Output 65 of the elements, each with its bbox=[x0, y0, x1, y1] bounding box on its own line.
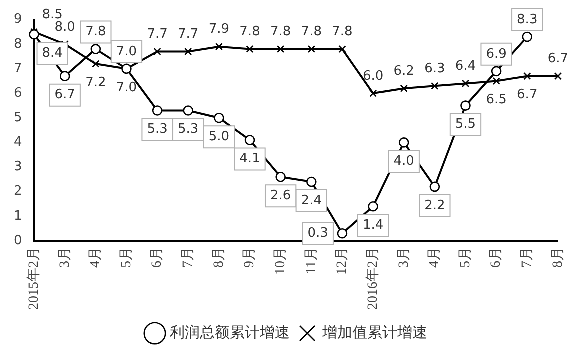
data-label: 8.3 bbox=[517, 12, 538, 28]
x-tick-label: 7月 bbox=[520, 247, 536, 268]
data-label: 6.3 bbox=[424, 62, 446, 77]
data-label: 5.3 bbox=[147, 122, 168, 138]
x-tick-label: 2016年2月 bbox=[364, 247, 381, 310]
x-tick-label: 3月 bbox=[396, 247, 412, 268]
data-label: 7.8 bbox=[240, 24, 260, 40]
x-tick-label: 7月 bbox=[181, 247, 196, 268]
x-tick-label: 8月 bbox=[550, 247, 566, 268]
x-tick-label: 6月 bbox=[150, 247, 166, 268]
data-label: 5.5 bbox=[455, 117, 476, 132]
x-tick-label: 8月 bbox=[212, 247, 227, 268]
x-tick-label: 5月 bbox=[119, 247, 134, 268]
data-label: 6.5 bbox=[486, 92, 507, 108]
data-label: 5.3 bbox=[178, 122, 199, 138]
y-tick-label: 2 bbox=[14, 184, 22, 200]
data-label: 7.8 bbox=[332, 24, 353, 40]
data-label: 6.4 bbox=[455, 59, 476, 74]
data-label: 2.4 bbox=[301, 193, 322, 208]
data-label: 7.8 bbox=[86, 24, 106, 40]
data-label: 7.8 bbox=[301, 24, 322, 40]
data-label: 8.5 bbox=[42, 7, 63, 22]
data-label: 1.4 bbox=[362, 218, 384, 233]
data-label: 6.7 bbox=[54, 88, 76, 103]
legend-label: 利润总额累计增速 bbox=[170, 324, 290, 342]
x-tick-label: 4月 bbox=[88, 247, 104, 268]
data-label: 4.0 bbox=[394, 154, 414, 170]
data-label: 4.1 bbox=[240, 152, 260, 167]
data-label: 2.6 bbox=[270, 188, 292, 204]
y-tick-label: 8 bbox=[14, 36, 22, 52]
y-tick-label: 6 bbox=[14, 86, 22, 101]
data-label: 6.0 bbox=[362, 68, 384, 84]
y-tick-label: 0 bbox=[14, 233, 22, 248]
data-label: 8.0 bbox=[54, 20, 76, 35]
data-label: 8.4 bbox=[42, 46, 63, 61]
data-label: 7.2 bbox=[86, 75, 106, 90]
y-tick-label: 3 bbox=[14, 160, 22, 175]
data-label: 6.2 bbox=[394, 64, 414, 79]
data-label: 0.3 bbox=[308, 226, 328, 241]
y-tick-label: 9 bbox=[14, 12, 22, 28]
data-label: 6.7 bbox=[517, 88, 538, 103]
data-label: 2.2 bbox=[424, 198, 446, 214]
data-label: 7.9 bbox=[208, 22, 230, 38]
x-tick-label: 4月 bbox=[428, 247, 443, 268]
y-tick-label: 1 bbox=[14, 208, 22, 224]
x-tick-label: 11月 bbox=[304, 247, 320, 274]
x-tick-label: 5月 bbox=[458, 247, 474, 268]
x-tick-label: 12月 bbox=[335, 247, 350, 275]
legend-label: 增加值累计增速 bbox=[322, 324, 428, 342]
y-tick-label: 5 bbox=[14, 110, 22, 126]
data-label: 5.0 bbox=[208, 129, 230, 144]
x-tick-label: 6月 bbox=[489, 247, 504, 268]
x-tick-label: 10月 bbox=[274, 247, 288, 275]
data-label: 6.9 bbox=[486, 46, 507, 62]
data-label: 7.0 bbox=[116, 80, 138, 96]
data-label: 7.8 bbox=[270, 24, 292, 40]
x-tick-label: 3月 bbox=[58, 247, 73, 268]
data-label: 6.7 bbox=[548, 52, 569, 67]
data-label: 7.7 bbox=[147, 27, 168, 42]
x-tick-label: 2015年2月 bbox=[26, 247, 42, 310]
data-label: 7.7 bbox=[178, 27, 199, 42]
y-tick-label: 7 bbox=[14, 61, 22, 76]
x-tick-label: 9月 bbox=[242, 247, 258, 268]
y-tick-label: 4 bbox=[14, 135, 22, 150]
data-label: 7.0 bbox=[116, 44, 138, 60]
